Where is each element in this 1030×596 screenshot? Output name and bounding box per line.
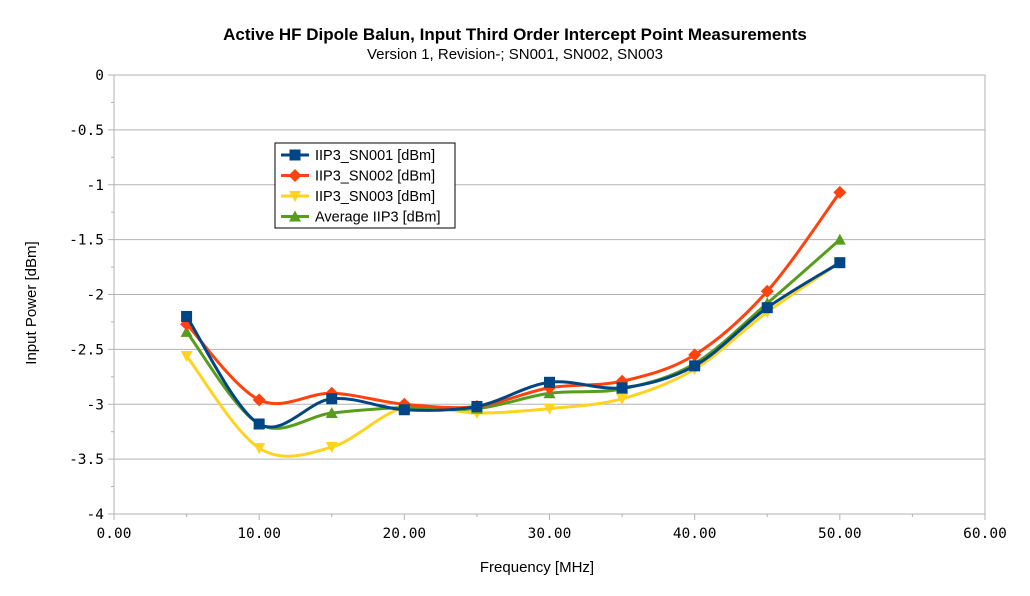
legend-entry: IIP3_SN003 [dBm] (315, 189, 435, 205)
legend-swatch-marker (289, 191, 301, 202)
series-line (185, 191, 842, 410)
data-point (180, 350, 193, 362)
data-point (833, 185, 847, 199)
data-point (616, 393, 629, 405)
data-point (325, 407, 338, 419)
data-point (398, 404, 410, 416)
series-1 (181, 257, 846, 430)
y-tick-label: -1 (87, 178, 104, 194)
data-point (760, 284, 774, 298)
data-point (688, 348, 702, 362)
data-point (252, 393, 266, 407)
legend-swatch-marker (289, 210, 301, 222)
data-point (326, 393, 338, 405)
x-tick-label: 60.00 (963, 526, 1007, 542)
y-tick-label: -3 (87, 397, 104, 413)
legend-swatch-marker (289, 149, 301, 161)
data-point (471, 400, 483, 412)
legend-swatch-marker (288, 169, 302, 182)
series-line (185, 261, 841, 429)
x-tick-label: 10.00 (237, 526, 281, 542)
legend-entry: Average IIP3 [dBm] (315, 210, 440, 226)
x-tick-label: 30.00 (528, 526, 572, 542)
chart-subtitle: Version 1, Revision-; SN001, SN002, SN00… (367, 46, 663, 63)
y-tick-label: -2 (87, 288, 104, 304)
y-tick-label: -2.5 (69, 342, 104, 358)
y-tick-label: -4 (87, 507, 105, 523)
legend-entry: IIP3_SN002 [dBm] (315, 169, 435, 185)
grid (114, 74, 985, 515)
legend: IIP3_SN001 [dBm] IIP3_SN002 [dBm] IIP3_SN0… (274, 142, 456, 229)
y-tick-label: -1.5 (69, 233, 104, 249)
legend-entry: IIP3_SN001 [dBm] (315, 148, 435, 164)
x-tick-label: 20.00 (383, 526, 427, 542)
data-point (689, 360, 701, 372)
y-tick-label: 0 (95, 68, 104, 84)
chart-title: Active HF Dipole Balun, Input Third Orde… (223, 25, 807, 44)
data-point (180, 325, 193, 337)
data-point (616, 382, 628, 394)
data-point (544, 376, 555, 388)
data-point (543, 403, 556, 415)
data-point (761, 302, 773, 314)
x-axis-label: Frequency [MHz] (480, 559, 594, 576)
y-tick-label: -3.5 (69, 452, 104, 468)
data-point (253, 418, 265, 430)
tick-labels: 0 -0.5 -1 -1.5 -2 -2.5 -3 -3.5 -4 0.00 10.00 20.00 3… (69, 68, 1007, 542)
data-point (325, 442, 338, 454)
series-line (185, 261, 841, 458)
y-tick-label: -0.5 (69, 123, 104, 139)
axes (108, 74, 986, 520)
legend-box (274, 142, 456, 229)
series-layer (180, 185, 847, 458)
series-line (185, 238, 841, 430)
x-tick-label: 0.00 (97, 526, 132, 542)
x-tick-label: 50.00 (818, 526, 862, 542)
series-4 (180, 233, 846, 430)
data-point (181, 310, 193, 322)
data-point (834, 257, 846, 269)
x-tick-label: 40.00 (673, 526, 717, 542)
data-point (833, 233, 846, 245)
y-axis-label: Input Power [dBm] (23, 241, 40, 364)
data-point (253, 443, 266, 455)
